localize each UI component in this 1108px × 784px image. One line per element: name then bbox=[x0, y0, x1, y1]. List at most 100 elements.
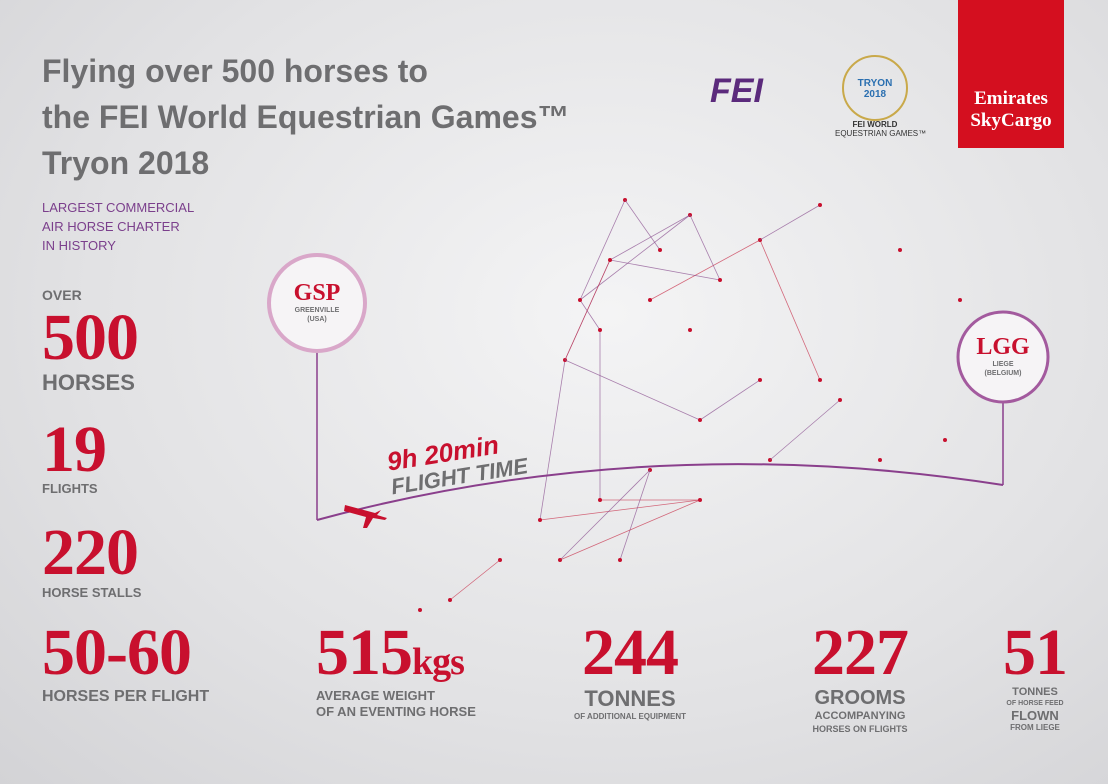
destination-city: LIEGE bbox=[992, 361, 1014, 368]
network-node bbox=[898, 248, 902, 252]
subtitle-line: AIR HORSE CHARTER bbox=[42, 219, 180, 234]
destination-country: (BELGIUM) bbox=[984, 370, 1022, 377]
weg-line: EQUESTRIAN GAMES™ bbox=[835, 129, 927, 138]
network-node bbox=[598, 498, 602, 502]
destination-circle bbox=[956, 310, 1050, 404]
origin-label: GSP GREENVILLE (USA) bbox=[269, 280, 365, 324]
stat-note: ACCOMPANYING bbox=[814, 710, 906, 722]
tryon-logo: TRYON 2018 bbox=[850, 78, 900, 100]
network-line bbox=[579, 199, 626, 301]
network-node bbox=[688, 328, 692, 332]
fei-logo: FEI bbox=[710, 72, 763, 110]
destination-code: LGG bbox=[976, 334, 1030, 360]
network-line bbox=[609, 214, 691, 261]
emirates-text: Emirates bbox=[974, 88, 1048, 109]
network-line bbox=[564, 359, 701, 421]
stat-block: 244 TONNES OF ADDITIONAL EQUIPMENT bbox=[560, 616, 700, 722]
stat-label: HORSES PER FLIGHT bbox=[42, 688, 210, 705]
network-node bbox=[698, 498, 702, 502]
origin-country: (USA) bbox=[307, 316, 327, 323]
network-line bbox=[759, 204, 821, 241]
network-node bbox=[758, 378, 762, 382]
network-node bbox=[658, 248, 662, 252]
network-line bbox=[649, 239, 761, 301]
stat-value: 500 bbox=[42, 301, 139, 374]
title-line: the FEI World Equestrian Games™ bbox=[42, 99, 570, 135]
weight-unit: kgs bbox=[412, 641, 465, 683]
stat-value: 50-60 bbox=[42, 616, 192, 689]
stat-label-line: OF AN EVENTING HORSE bbox=[316, 704, 476, 719]
network-node bbox=[538, 518, 542, 522]
title-line: Flying over 500 horses to bbox=[42, 53, 428, 89]
stat-value: 244 bbox=[582, 616, 679, 689]
network-line bbox=[769, 399, 841, 461]
origin-code: GSP bbox=[293, 280, 341, 306]
plane-icon bbox=[344, 505, 387, 528]
stat-prefix: OVER bbox=[42, 287, 82, 303]
network-line bbox=[539, 499, 701, 521]
tryon-ring bbox=[842, 55, 908, 121]
network-line bbox=[564, 259, 611, 361]
stat-label: AVERAGE WEIGHT OF AN EVENTING HORSE bbox=[316, 688, 476, 720]
stat-label: HORSES bbox=[42, 370, 135, 395]
stat-label: FLOWN bbox=[1011, 708, 1059, 723]
network-node bbox=[958, 298, 962, 302]
stat-value: 515kgs bbox=[316, 620, 465, 695]
stat-label: FLIGHTS bbox=[42, 481, 98, 496]
weg-logo: FEI WORLD EQUESTRIAN GAMES™ bbox=[835, 120, 927, 138]
weight-value: 515 bbox=[316, 616, 413, 689]
network-line bbox=[624, 199, 661, 251]
subtitle-line: LARGEST COMMERCIAL bbox=[42, 200, 195, 215]
network-line bbox=[579, 299, 601, 331]
title-line: Tryon 2018 bbox=[42, 145, 210, 181]
subtitle-line: IN HISTORY bbox=[42, 238, 116, 253]
network-node bbox=[648, 298, 652, 302]
network-node bbox=[818, 203, 822, 207]
network-line bbox=[689, 214, 721, 281]
network-line bbox=[759, 239, 821, 381]
network-node bbox=[818, 378, 822, 382]
network-node bbox=[598, 328, 602, 332]
weg-line: FEI WORLD bbox=[852, 120, 898, 129]
stat-note: OF ADDITIONAL EQUIPMENT bbox=[574, 712, 686, 721]
destination-label: LGG LIEGE (BELGIUM) bbox=[958, 334, 1048, 378]
network-node bbox=[838, 398, 842, 402]
stat-label: TONNES bbox=[584, 686, 676, 711]
network-line bbox=[539, 359, 566, 521]
stat-label: TONNES bbox=[1012, 686, 1058, 698]
stat-value: 51 bbox=[1003, 616, 1068, 689]
network-line bbox=[609, 259, 721, 281]
tryon-year: 2018 bbox=[863, 89, 887, 100]
emirates-logo: Emirates SkyCargo bbox=[958, 88, 1064, 132]
origin-city: GREENVILLE bbox=[294, 307, 340, 314]
stat-block: 227 GROOMS ACCOMPANYING HORSES ON FLIGHT… bbox=[795, 620, 925, 735]
network-line bbox=[619, 469, 651, 561]
stat-block: 51 TONNES OF HORSE FEED FLOWN FROM LIEGE bbox=[995, 620, 1075, 733]
network-node bbox=[418, 608, 422, 612]
flight-path bbox=[316, 463, 1004, 521]
network-node bbox=[943, 438, 947, 442]
network-line bbox=[559, 499, 701, 561]
stat-note: OF HORSE FEED bbox=[1006, 700, 1064, 707]
emirates-box bbox=[958, 0, 1064, 148]
network-node bbox=[618, 558, 622, 562]
network-node bbox=[698, 418, 702, 422]
stat-label: GROOMS bbox=[814, 687, 906, 709]
network-node bbox=[578, 298, 582, 302]
network-node bbox=[718, 278, 722, 282]
stat-label: HORSE STALLS bbox=[42, 585, 142, 600]
network-node bbox=[608, 258, 612, 262]
stat-value: 220 bbox=[42, 516, 139, 589]
stat-value: 19 bbox=[42, 413, 107, 486]
origin-circle bbox=[267, 253, 367, 353]
subtitle: LARGEST COMMERCIAL AIR HORSE CHARTER IN … bbox=[42, 198, 194, 255]
title: Flying over 500 horses to the FEI World … bbox=[42, 48, 570, 186]
stat-label-line: AVERAGE WEIGHT bbox=[316, 688, 435, 703]
tryon-text: TRYON bbox=[857, 78, 893, 89]
network-node bbox=[878, 458, 882, 462]
network-line bbox=[559, 469, 651, 561]
network-line bbox=[699, 379, 761, 421]
stat-note: FROM LIEGE bbox=[1010, 723, 1060, 732]
